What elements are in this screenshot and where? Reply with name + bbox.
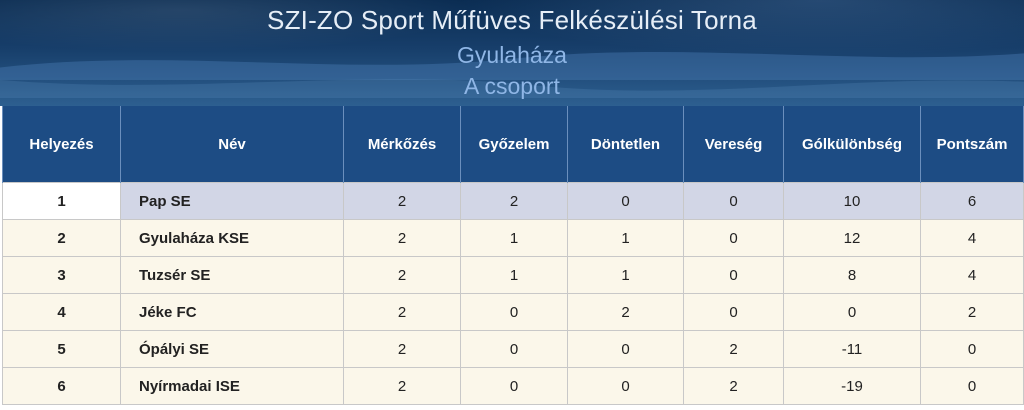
table-row: 3 Tuzsér SE 2 1 1 0 8 4	[2, 256, 1024, 294]
cell-won: 1	[460, 256, 568, 294]
cell-points: 0	[920, 330, 1024, 368]
cell-points: 4	[920, 256, 1024, 294]
cell-won: 0	[460, 330, 568, 368]
cell-lost: 0	[683, 256, 784, 294]
group-subtitle: A csoport	[464, 73, 560, 99]
table-header-row: Helyezés Név Mérkőzés Győzelem Döntetlen…	[2, 106, 1024, 183]
cell-points: 2	[920, 293, 1024, 331]
cell-points: 0	[920, 367, 1024, 405]
page-title: SZI-ZO Sport Műfüves Felkészülési Torna	[267, 5, 757, 35]
cell-position: 6	[2, 367, 121, 405]
cell-played: 2	[343, 330, 461, 368]
cell-won: 0	[460, 367, 568, 405]
header-banner: SZI-ZO Sport Műfüves Felkészülési Torna …	[0, 0, 1024, 106]
cell-played: 2	[343, 219, 461, 257]
cell-draw: 1	[567, 219, 684, 257]
cell-lost: 0	[683, 293, 784, 331]
standings-table: Helyezés Név Mérkőzés Győzelem Döntetlen…	[2, 106, 1024, 405]
cell-goal-difference: 0	[783, 293, 921, 331]
cell-team-name: Gyulaháza KSE	[120, 219, 344, 257]
column-header-name[interactable]: Név	[120, 106, 344, 183]
banner-wave-decoration-2	[0, 79, 1024, 98]
cell-team-name: Ópályi SE	[120, 330, 344, 368]
banner-wave-decoration	[0, 51, 1024, 80]
cell-draw: 1	[567, 256, 684, 294]
cell-goal-difference: 10	[783, 182, 921, 220]
cell-won: 2	[460, 182, 568, 220]
cell-position: 1	[2, 182, 121, 220]
cell-position: 5	[2, 330, 121, 368]
cell-goal-difference: 8	[783, 256, 921, 294]
cell-team-name: Pap SE	[120, 182, 344, 220]
column-header-won[interactable]: Győzelem	[460, 106, 568, 183]
cell-team-name: Jéke FC	[120, 293, 344, 331]
column-header-played[interactable]: Mérkőzés	[343, 106, 461, 183]
cell-played: 2	[343, 256, 461, 294]
cell-played: 2	[343, 367, 461, 405]
column-header-lost[interactable]: Vereség	[683, 106, 784, 183]
cell-played: 2	[343, 293, 461, 331]
column-header-draw[interactable]: Döntetlen	[567, 106, 684, 183]
cell-draw: 2	[567, 293, 684, 331]
cell-won: 0	[460, 293, 568, 331]
column-header-points[interactable]: Pontszám	[920, 106, 1024, 183]
cell-lost: 2	[683, 330, 784, 368]
table-row: 4 Jéke FC 2 0 2 0 0 2	[2, 293, 1024, 331]
table-row: 6 Nyírmadai ISE 2 0 0 2 -19 0	[2, 367, 1024, 405]
table-row: 5 Ópályi SE 2 0 0 2 -11 0	[2, 330, 1024, 368]
cell-lost: 0	[683, 219, 784, 257]
table-row: 1 Pap SE 2 2 0 0 10 6	[2, 182, 1024, 220]
cell-goal-difference: 12	[783, 219, 921, 257]
cell-position: 2	[2, 219, 121, 257]
cell-points: 4	[920, 219, 1024, 257]
cell-goal-difference: -19	[783, 367, 921, 405]
cell-lost: 0	[683, 182, 784, 220]
cell-draw: 0	[567, 367, 684, 405]
cell-points: 6	[920, 182, 1024, 220]
column-header-position[interactable]: Helyezés	[2, 106, 121, 183]
cell-position: 4	[2, 293, 121, 331]
cell-lost: 2	[683, 367, 784, 405]
cell-team-name: Nyírmadai ISE	[120, 367, 344, 405]
cell-team-name: Tuzsér SE	[120, 256, 344, 294]
cell-won: 1	[460, 219, 568, 257]
table-row: 2 Gyulaháza KSE 2 1 1 0 12 4	[2, 219, 1024, 257]
cell-position: 3	[2, 256, 121, 294]
cell-draw: 0	[567, 330, 684, 368]
cell-draw: 0	[567, 182, 684, 220]
cell-played: 2	[343, 182, 461, 220]
venue-subtitle: Gyulaháza	[457, 42, 567, 68]
column-header-goal-difference[interactable]: Gólkülönbség	[783, 106, 921, 183]
cell-goal-difference: -11	[783, 330, 921, 368]
